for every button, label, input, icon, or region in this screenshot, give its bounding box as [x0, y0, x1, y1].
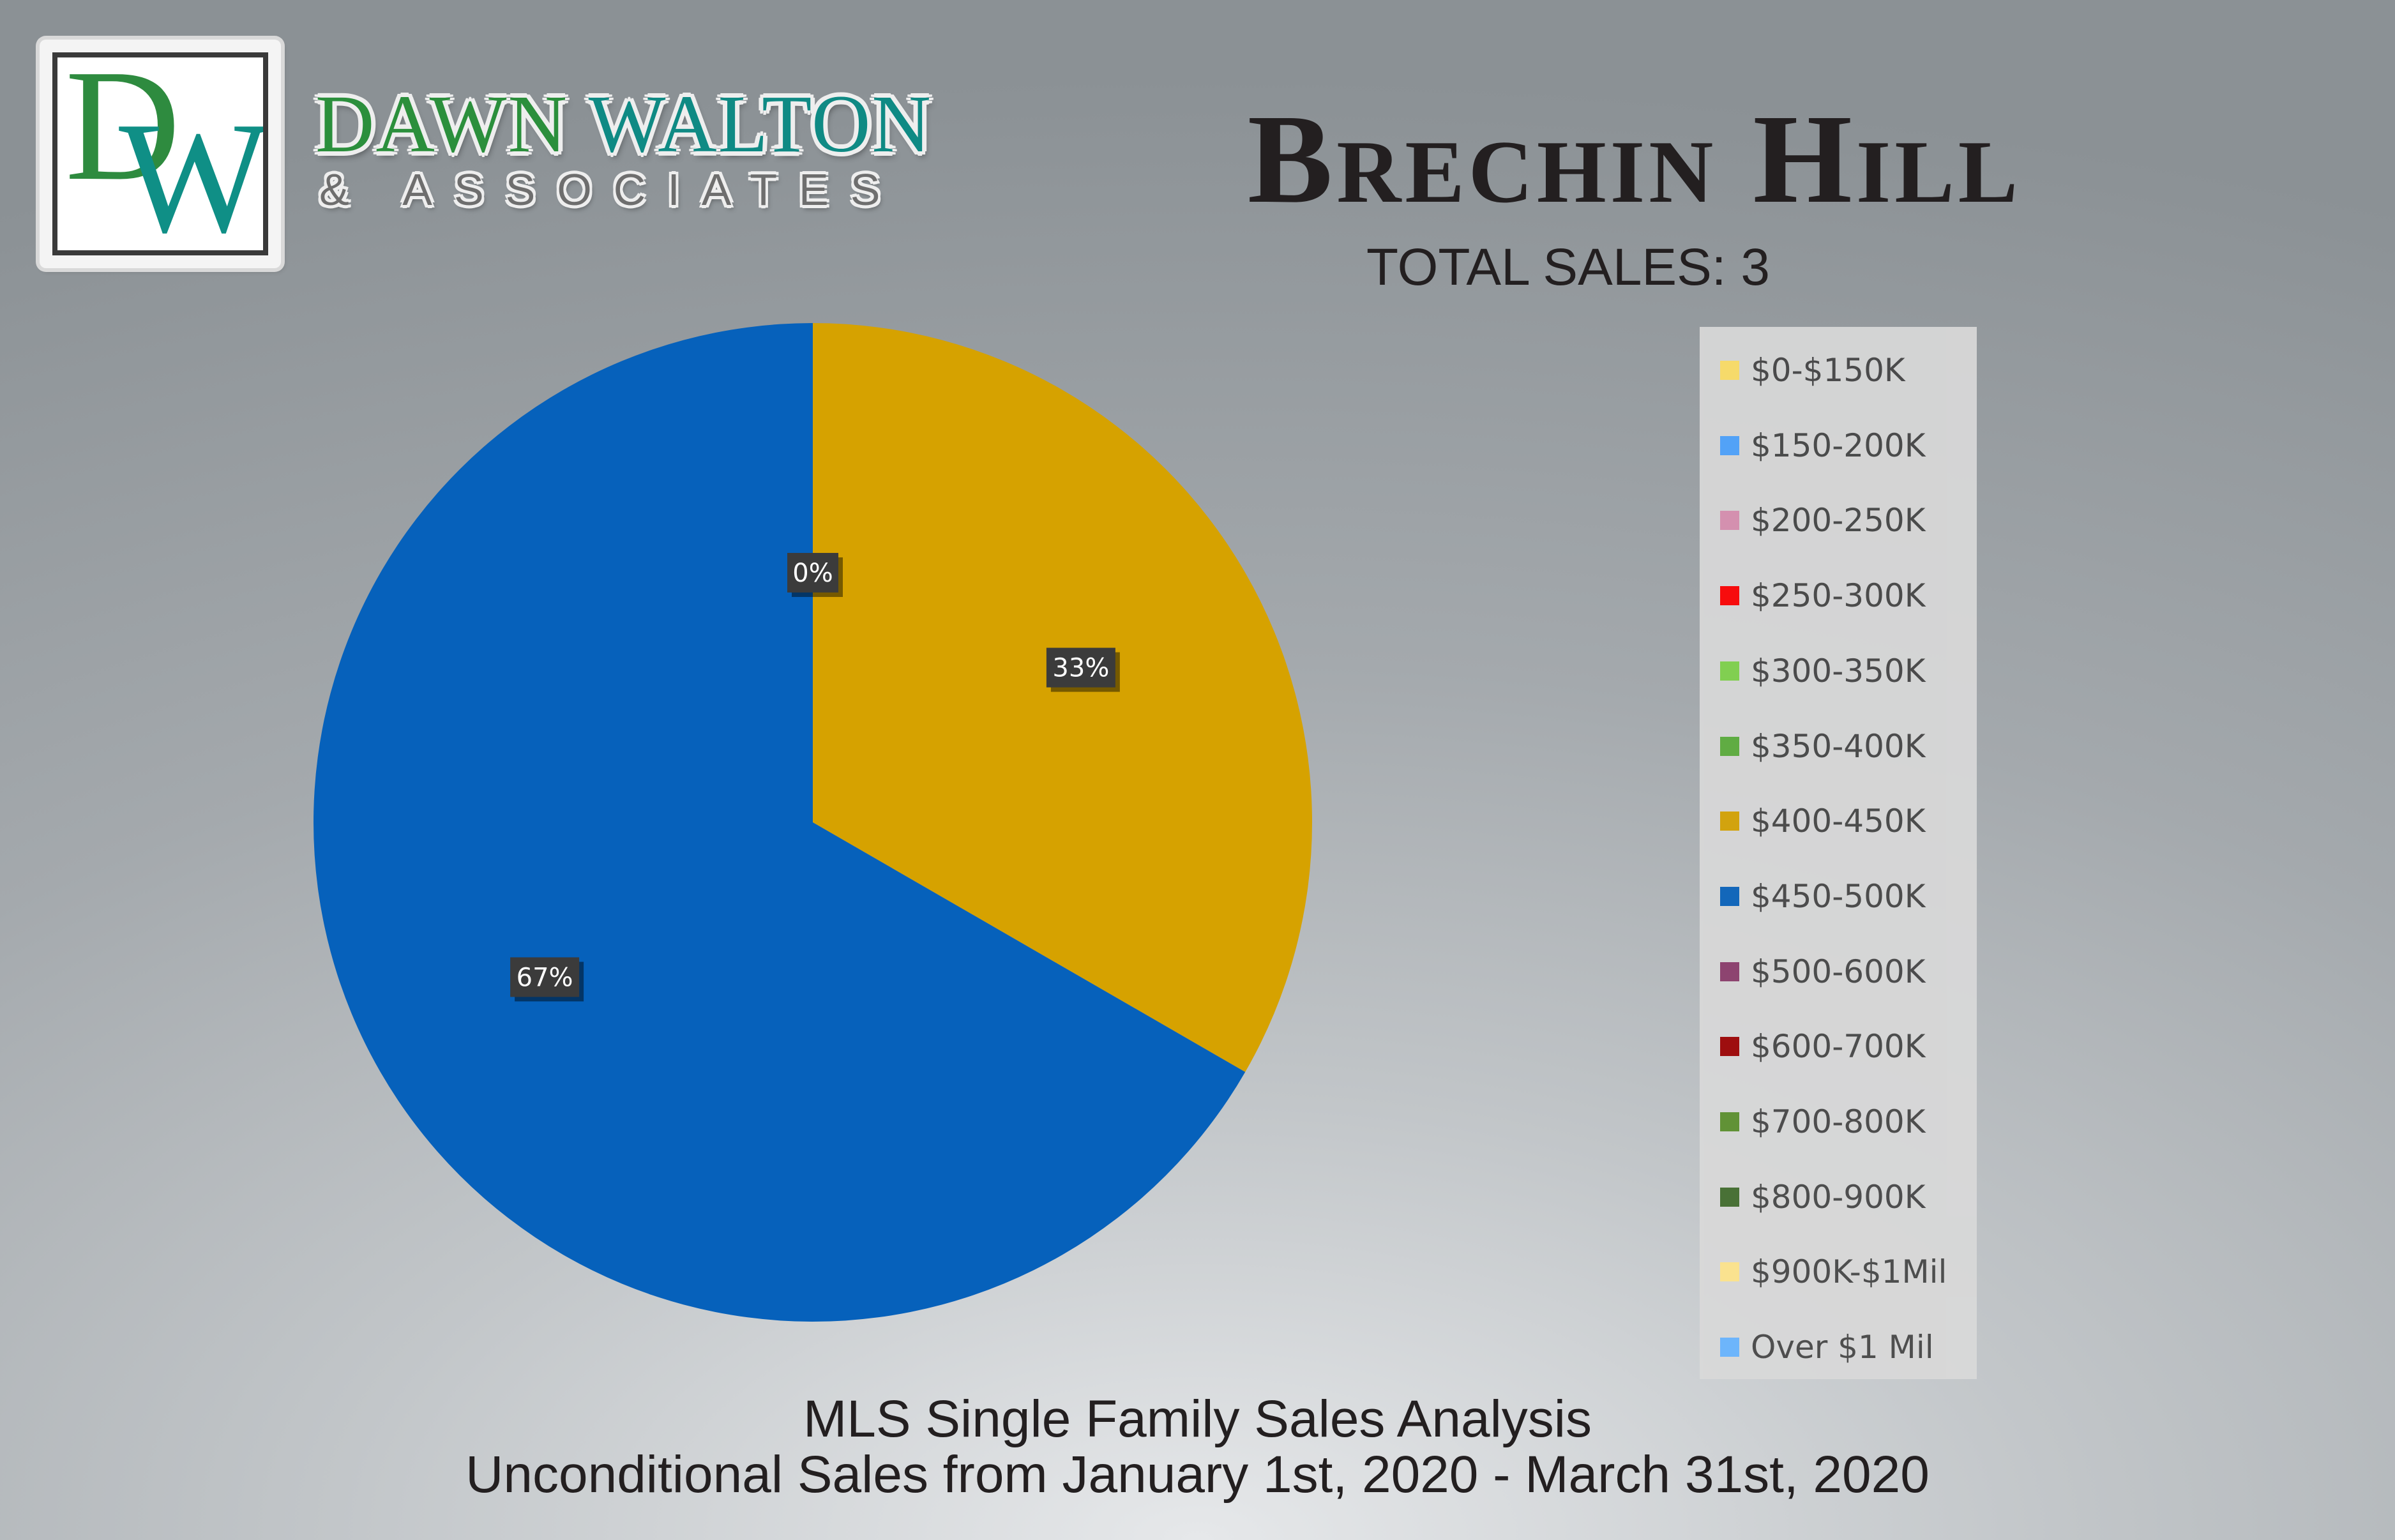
legend-item-800-900k: $800-900K [1720, 1178, 1926, 1216]
legend-swatch [1720, 511, 1739, 531]
legend-label: Over $1 Mil [1751, 1329, 1934, 1366]
logo-letter-d: D [65, 52, 181, 214]
legend-item-450-500k: $450-500K [1720, 877, 1926, 916]
legend-label: $150-200K [1751, 427, 1926, 464]
legend-swatch [1720, 886, 1739, 906]
pie-slice-450-500k [313, 323, 1246, 1322]
legend-item-700-800k: $700-800K [1720, 1103, 1926, 1141]
brand-name: DAWN WALTON [315, 83, 932, 165]
legend-swatch [1720, 1187, 1739, 1207]
footer-line-2: Unconditional Sales from January 1st, 20… [465, 1445, 1930, 1504]
legend-label: $300-350K [1751, 652, 1926, 690]
legend-swatch [1720, 962, 1739, 981]
brand-tagline: & ASSOCIATES [319, 165, 902, 215]
page-title: Brechin Hill [1247, 89, 2022, 230]
legend-label: $250-300K [1751, 577, 1926, 615]
footer-line-1: MLS Single Family Sales Analysis [803, 1390, 1592, 1448]
legend-label: $450-500K [1751, 877, 1926, 915]
logo-frame: D W [52, 52, 268, 255]
legend-item-900k-1mil: $900K-$1Mil [1720, 1253, 1947, 1291]
legend-item-600-700k: $600-700K [1720, 1027, 1926, 1066]
legend-swatch [1720, 1112, 1739, 1131]
legend-swatch [1720, 1338, 1739, 1357]
data-label-box [510, 957, 580, 997]
legend-item-250-300k: $250-300K [1720, 577, 1926, 615]
data-label-box [787, 553, 838, 593]
logo-letter-w: W [119, 89, 268, 255]
legend-label: $350-400K [1751, 727, 1926, 765]
legend-label: $900K-$1Mil [1751, 1253, 1947, 1291]
legend-swatch [1720, 586, 1739, 606]
chart-legend: $0-$150K $150-200K $200-250K $250-300K $300-… [1700, 327, 1977, 1379]
legend-item-over-1-mil: Over $1 Mil [1720, 1328, 1934, 1366]
total-sales: TOTAL SALES: 3 [1366, 238, 1770, 296]
legend-swatch [1720, 435, 1739, 455]
legend-label: $400-450K [1751, 803, 1926, 840]
legend-swatch [1720, 1262, 1739, 1282]
data-label-350-400k: 0% [787, 553, 843, 597]
logo: D W [40, 40, 281, 268]
legend-swatch [1720, 736, 1739, 756]
chart-footer: MLS Single Family Sales Analysis Uncondi… [0, 1390, 2395, 1504]
data-label-400-450k: 33% [1046, 647, 1120, 692]
data-label-text: 67% [517, 963, 573, 992]
legend-label: $0-$150K [1751, 352, 1905, 389]
pie-slice-400-450k [813, 323, 1312, 1072]
legend-label: $600-700K [1751, 1028, 1926, 1066]
legend-item-0-150k: $0-$150K [1720, 351, 1905, 389]
legend-label: $500-600K [1751, 953, 1926, 990]
legend-item-200-250k: $200-250K [1720, 501, 1926, 540]
data-label-450-500k: 67% [510, 957, 584, 1002]
legend-label: $200-250K [1751, 502, 1926, 540]
legend-label: $700-800K [1751, 1103, 1926, 1140]
brand-name-last: WALTON [588, 79, 932, 169]
data-label-text: 33% [1052, 654, 1109, 683]
legend-swatch [1720, 361, 1739, 380]
brand-name-first: DAWN [315, 79, 568, 169]
legend-item-400-450k: $400-450K [1720, 802, 1926, 840]
legend-swatch [1720, 812, 1739, 831]
data-label-text: 0% [792, 559, 833, 588]
legend-item-150-200k: $150-200K [1720, 427, 1926, 465]
legend-swatch [1720, 661, 1739, 681]
legend-item-500-600k: $500-600K [1720, 953, 1926, 991]
legend-item-350-400k: $350-400K [1720, 727, 1926, 766]
data-label-box [1046, 647, 1115, 688]
legend-swatch [1720, 1037, 1739, 1057]
legend-item-300-350k: $300-350K [1720, 652, 1926, 690]
legend-label: $800-900K [1751, 1178, 1926, 1216]
